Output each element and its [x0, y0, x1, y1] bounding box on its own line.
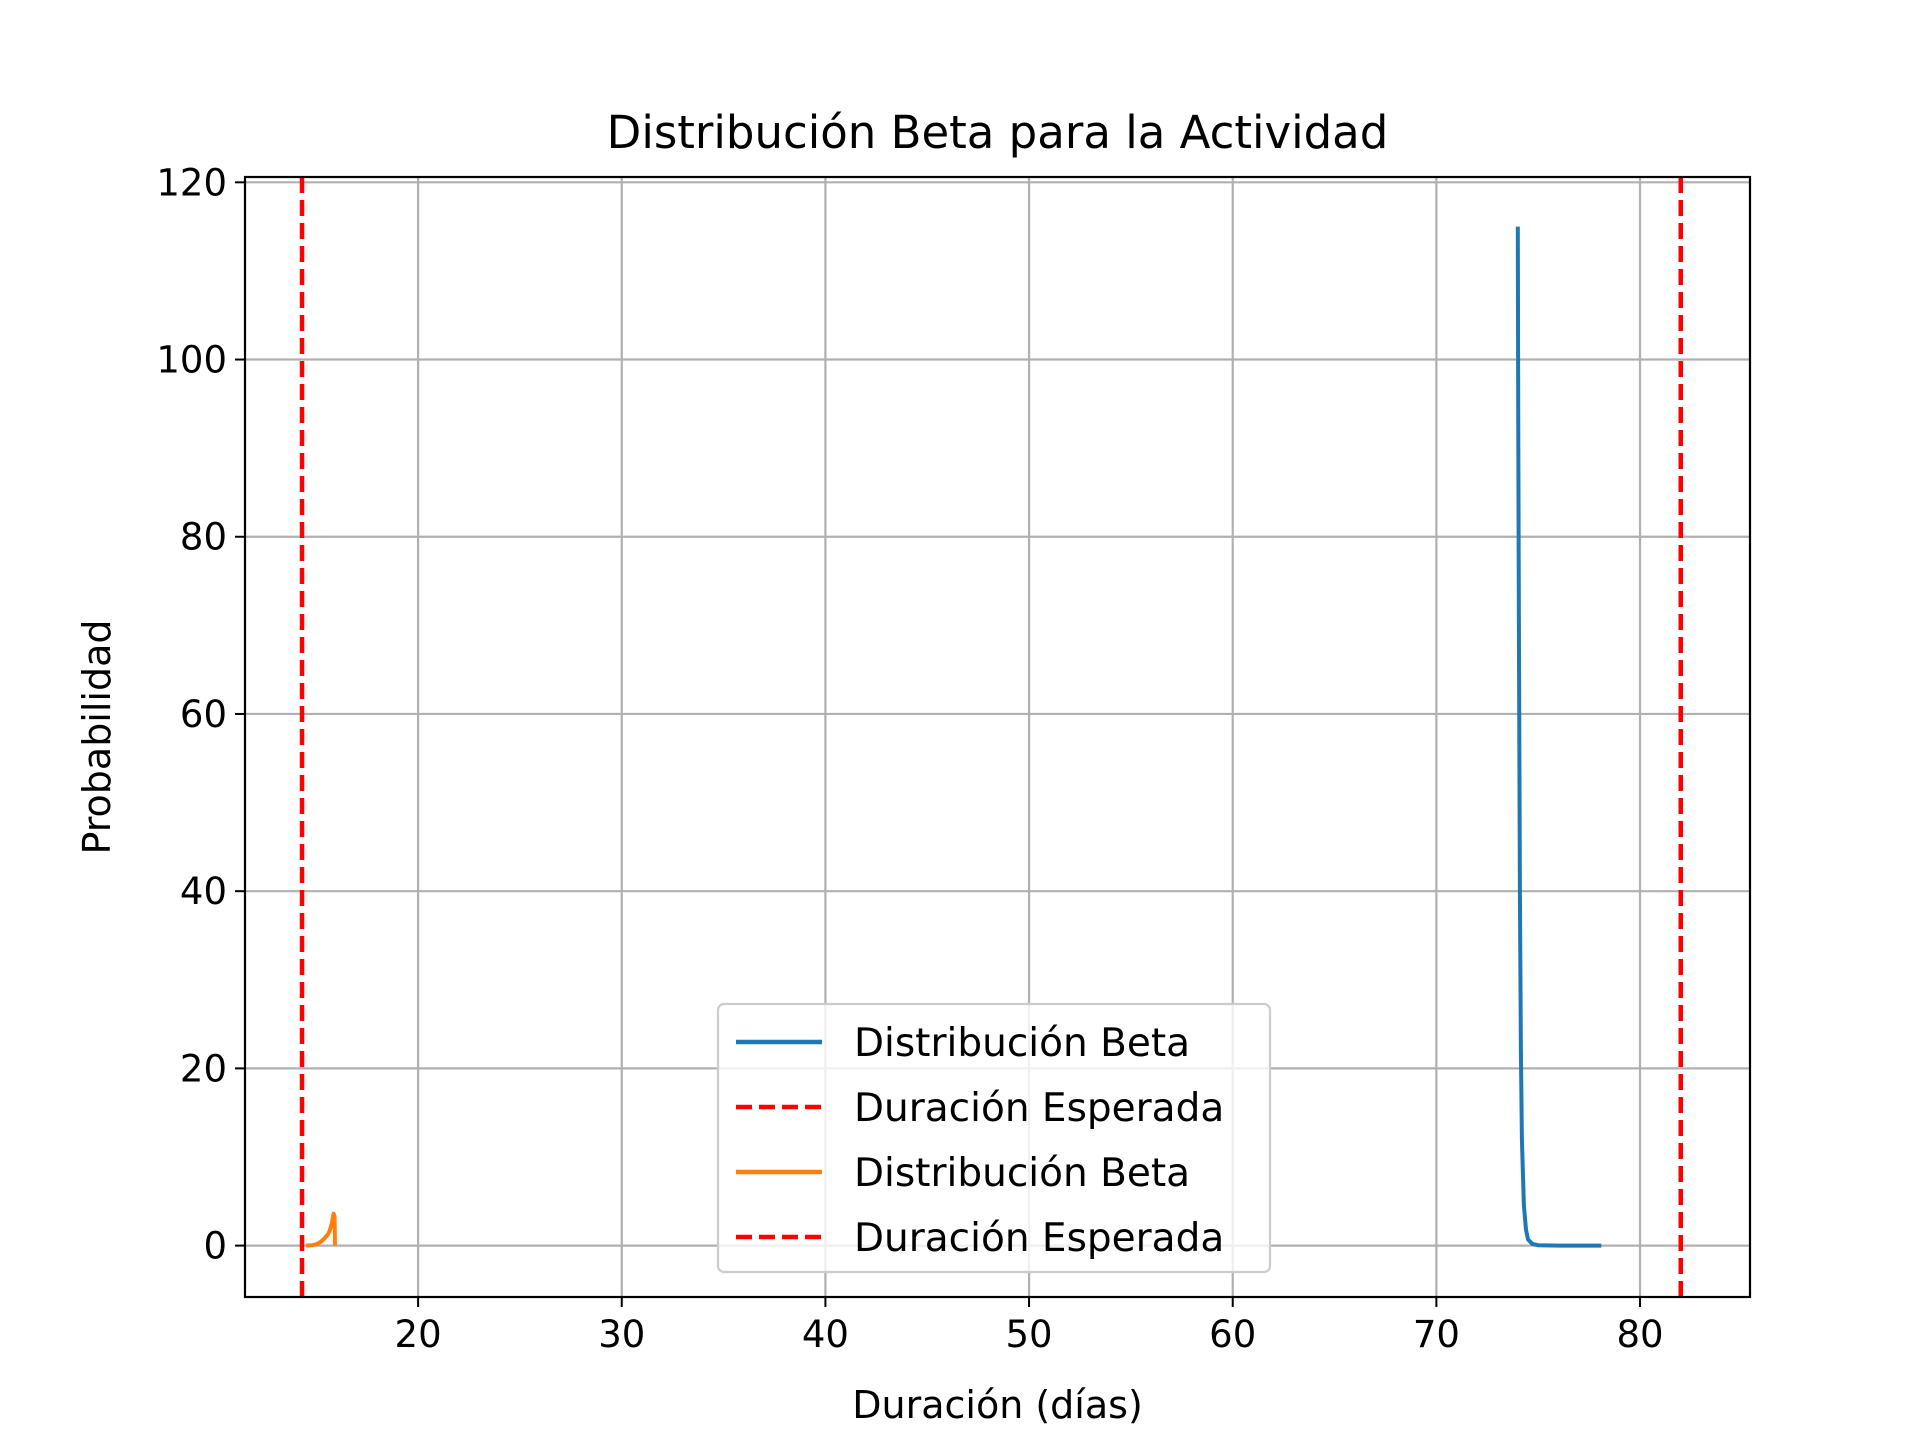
y-axis-label: Probabilidad	[75, 619, 119, 854]
beta-distribution-line-1	[1515, 226, 1602, 1248]
y-tick-label: 20	[180, 1047, 227, 1090]
x-tick-label: 50	[1006, 1313, 1053, 1356]
chart-title: Distribución Beta para la Actividad	[607, 106, 1389, 159]
y-tick-label: 80	[180, 516, 227, 559]
x-tick-label: 30	[598, 1313, 645, 1356]
y-tick-label: 100	[156, 339, 227, 382]
legend-label: Distribución Beta	[854, 1151, 1190, 1196]
y-tick-label: 60	[180, 693, 227, 736]
legend-label: Duración Esperada	[854, 1216, 1224, 1261]
x-tick-label: 40	[802, 1313, 849, 1356]
plot-area	[299, 177, 1684, 1297]
x-tick-label: 80	[1616, 1313, 1663, 1356]
y-tick-label: 120	[156, 161, 227, 204]
y-tick-label: 0	[203, 1225, 227, 1268]
legend: Distribución Beta Duración Esperada Distri…	[716, 1002, 1272, 1274]
x-tick-label: 70	[1413, 1313, 1460, 1356]
legend-label: Duración Esperada	[854, 1086, 1224, 1131]
grid	[245, 177, 1750, 1297]
y-tick-label: 40	[180, 870, 227, 913]
legend-box	[716, 1002, 1272, 1274]
legend-label: Distribución Beta	[854, 1021, 1190, 1066]
series-group	[299, 177, 1684, 1297]
x-tick-label: 60	[1209, 1313, 1256, 1356]
x-tick-label: 20	[395, 1313, 442, 1356]
axes: 20 30 40 50 60 70 80 0 20 40 60 80 100 120	[156, 161, 1752, 1356]
axes-frame	[243, 175, 1752, 1299]
x-axis-label: Duración (días)	[852, 1383, 1143, 1427]
beta-distribution-line-3	[305, 1211, 337, 1248]
